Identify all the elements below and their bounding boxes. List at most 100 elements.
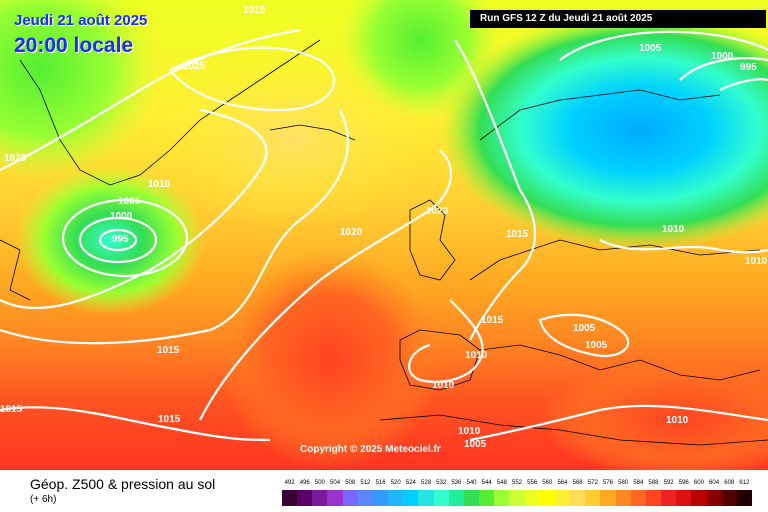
isobar-label: 995 (112, 234, 129, 245)
scale-value: 576 (602, 480, 613, 486)
color-scale-labels: 492 496 500 504 508 512 516 520 524 528 532 536 540 5… (282, 480, 752, 490)
scale-swatch (418, 490, 435, 506)
scale-value: 544 (481, 480, 492, 486)
scale-swatch (645, 490, 662, 506)
scale-swatch (539, 490, 556, 506)
scale-swatch (691, 490, 707, 506)
scale-swatch (312, 490, 328, 506)
scale-swatch (524, 490, 541, 506)
z500-low-west (15, 165, 205, 315)
scale-value: 572 (587, 480, 598, 486)
scale-value: 536 (451, 480, 462, 486)
isobar-1000-west (78, 216, 158, 264)
isobar-label: 995 (740, 62, 757, 73)
scale-swatch (570, 490, 586, 506)
isobar-1015-south (0, 406, 271, 442)
scale-value: 596 (678, 480, 689, 486)
isobar-1015-atlantic (0, 109, 349, 345)
scale-value: 540 (466, 480, 477, 486)
isobar-label: 1010 (148, 179, 171, 190)
forecast-date: Jeudi 21 août 2025 (14, 12, 148, 29)
isobar-label: 1010 (745, 256, 768, 267)
scale-value: 524 (405, 480, 416, 486)
scale-swatch (433, 490, 450, 506)
isobar-1000-north (679, 57, 768, 81)
isobar-1005-west (61, 198, 189, 278)
scale-swatch (509, 490, 526, 506)
run-info-text: Run GFS 12 Z du Jeudi 21 août 2025 (480, 13, 653, 24)
isobar-label: 1000 (711, 51, 734, 62)
scale-swatch (585, 490, 601, 506)
greenland-coast (19, 39, 321, 186)
iberia (399, 329, 481, 391)
isobar-label: 1015 (0, 404, 23, 415)
run-info-box: Run GFS 12 Z du Jeudi 21 août 2025 (470, 10, 766, 28)
scale-value: 496 (299, 480, 310, 486)
isobar-1020-atlantic (199, 149, 452, 421)
isobar-label: 1000 (110, 211, 133, 222)
z500-low-northeast (440, 10, 768, 250)
isobar-label: 1015 (506, 229, 529, 240)
z500-warm-plume (220, 250, 440, 470)
scale-value: 588 (648, 480, 659, 486)
scale-value: 568 (572, 480, 583, 486)
scale-swatch (372, 490, 389, 506)
scale-swatch (297, 490, 313, 506)
coastlines (0, 39, 768, 446)
isobar-label: 1005 (464, 439, 487, 450)
africa-coast (379, 414, 768, 446)
scale-swatch (706, 490, 723, 506)
isobar-label: 1020 (340, 227, 363, 238)
isobar-label: 1020 (4, 153, 27, 164)
copyright-notice: Copyright © 2025 Meteociel.fr (300, 444, 441, 455)
iceland-coast (269, 124, 356, 141)
isobar-label: 1015 (157, 345, 180, 356)
isobar-1015-europe (454, 39, 537, 341)
scale-value: 584 (633, 480, 644, 486)
scandinavia-coast (479, 89, 721, 141)
scale-value: 560 (542, 480, 553, 486)
scale-swatch (463, 490, 480, 506)
forecast-local-time: 20:00 locale (14, 34, 134, 57)
isobar-995-west (98, 228, 138, 252)
scale-value: 500 (314, 480, 325, 486)
scale-swatch (388, 490, 404, 506)
isobar-label: 1005 (573, 323, 596, 334)
scale-swatch (630, 490, 647, 506)
legend-title: Géop. Z500 & pression au sol (30, 476, 216, 492)
isobar-1010-iberia (408, 299, 484, 383)
scale-value: 548 (496, 480, 507, 486)
scale-value: 512 (360, 480, 371, 486)
isobar-label: 1005 (585, 340, 608, 351)
scale-value: 600 (693, 480, 704, 486)
scale-swatch (327, 490, 344, 506)
canada-coast (0, 239, 31, 301)
color-scale (282, 490, 753, 506)
isobar-label: 1015 (243, 5, 266, 16)
isobar-1010-west (0, 108, 268, 310)
z500-green-northwest (0, 0, 160, 180)
isobar-995-north (719, 78, 768, 91)
scale-swatch (615, 490, 632, 506)
scale-swatch (554, 490, 571, 506)
scale-value: 528 (421, 480, 432, 486)
scale-swatch (494, 490, 510, 506)
isobar-label: 1025 (183, 61, 206, 72)
scale-value: 532 (436, 480, 447, 486)
scale-swatch (479, 490, 495, 506)
isobar-label: 1010 (458, 426, 481, 437)
isobar-label: 1010 (662, 224, 685, 235)
scale-swatch (661, 490, 677, 506)
scale-value: 592 (663, 480, 674, 486)
scale-swatch (676, 490, 692, 506)
scale-value: 508 (345, 480, 356, 486)
isobar-1010-south (469, 404, 768, 442)
isobar-label: 1005 (118, 196, 141, 207)
scale-value: 608 (724, 480, 735, 486)
scale-value: 504 (330, 480, 341, 486)
scale-swatch (721, 490, 738, 506)
scale-value: 604 (709, 480, 720, 486)
scale-swatch (342, 490, 359, 506)
isobar-label: 1010 (465, 350, 488, 361)
